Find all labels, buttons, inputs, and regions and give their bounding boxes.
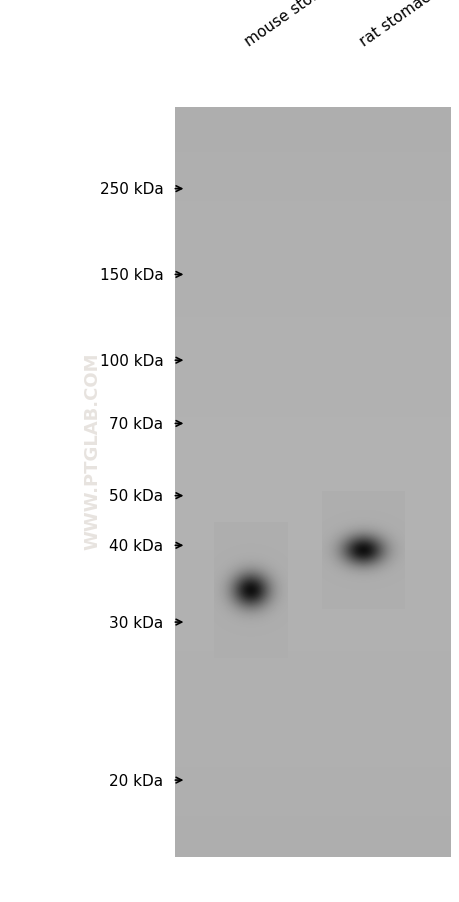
Text: 30 kDa: 30 kDa <box>109 615 163 630</box>
Text: 150 kDa: 150 kDa <box>99 268 163 282</box>
Text: WWW.PTGLAB.COM: WWW.PTGLAB.COM <box>83 353 101 549</box>
Text: 50 kDa: 50 kDa <box>109 489 163 503</box>
Text: 20 kDa: 20 kDa <box>109 773 163 787</box>
Text: 250 kDa: 250 kDa <box>99 182 163 197</box>
Text: 40 kDa: 40 kDa <box>109 538 163 553</box>
Text: 100 kDa: 100 kDa <box>99 354 163 368</box>
Text: rat stomach: rat stomach <box>356 0 440 50</box>
Text: mouse stomach: mouse stomach <box>241 0 350 50</box>
Text: 70 kDa: 70 kDa <box>109 417 163 431</box>
FancyBboxPatch shape <box>174 108 450 857</box>
